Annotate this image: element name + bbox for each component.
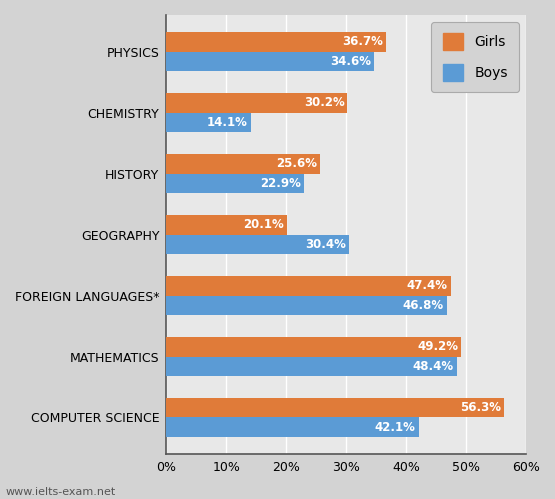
Bar: [166, 295, 447, 315]
Bar: [166, 51, 374, 71]
Bar: [166, 418, 419, 437]
Bar: [166, 398, 504, 418]
Text: 36.7%: 36.7%: [342, 35, 384, 48]
Text: 56.3%: 56.3%: [460, 401, 501, 414]
Bar: [166, 174, 304, 193]
Bar: [166, 113, 251, 132]
Text: 30.2%: 30.2%: [304, 96, 345, 109]
Text: 25.6%: 25.6%: [276, 157, 317, 170]
Legend: Girls, Boys: Girls, Boys: [431, 22, 519, 92]
Text: 42.1%: 42.1%: [375, 421, 416, 434]
Bar: [166, 235, 349, 254]
Bar: [166, 276, 451, 295]
Text: www.ielts-exam.net: www.ielts-exam.net: [6, 487, 116, 497]
Text: 34.6%: 34.6%: [330, 55, 371, 68]
Text: 30.4%: 30.4%: [305, 238, 346, 251]
Bar: [166, 356, 457, 376]
Bar: [166, 215, 287, 235]
Bar: [166, 32, 386, 51]
Bar: [166, 93, 347, 113]
Text: 22.9%: 22.9%: [260, 177, 301, 190]
Text: 20.1%: 20.1%: [243, 218, 284, 231]
Text: 49.2%: 49.2%: [417, 340, 458, 353]
Bar: [166, 337, 461, 356]
Text: 48.4%: 48.4%: [412, 360, 453, 373]
Text: 47.4%: 47.4%: [407, 279, 447, 292]
Bar: [166, 154, 320, 174]
Text: 46.8%: 46.8%: [403, 299, 444, 312]
Text: 14.1%: 14.1%: [207, 116, 248, 129]
